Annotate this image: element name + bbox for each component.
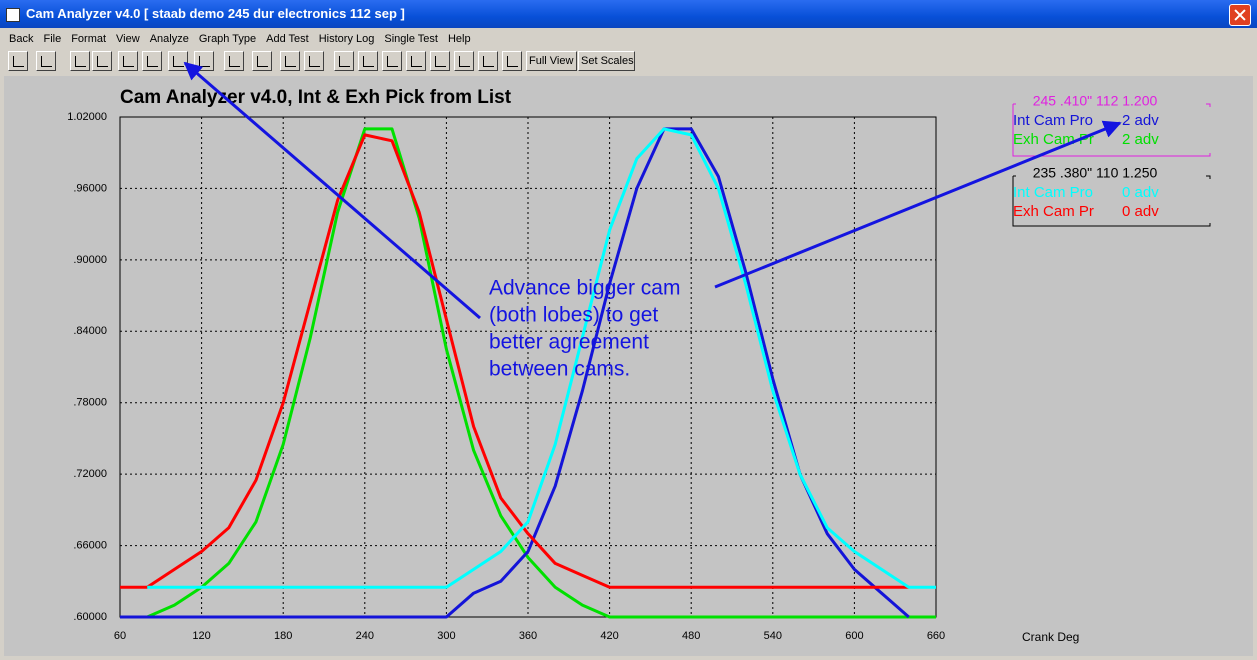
x-tick-label: 660	[927, 630, 945, 642]
legend-group-title: 245 .410" 112 1.200	[1033, 93, 1158, 109]
toolbar-button[interactable]	[252, 51, 272, 71]
menu-item[interactable]: Back	[9, 33, 34, 45]
legend-label: Int Cam Pro	[1013, 112, 1093, 129]
annotation-text: Advance bigger cam	[489, 277, 680, 300]
annotation-arrow	[714, 120, 1122, 289]
toolbar-button[interactable]	[280, 51, 300, 71]
x-tick-label: 600	[845, 630, 863, 642]
annotation-arrow	[183, 61, 481, 320]
y-tick-label: .90000	[73, 254, 107, 266]
y-tick-label: .96000	[73, 182, 107, 194]
x-tick-label: 360	[519, 630, 537, 642]
legend-adv: 0 adv	[1122, 203, 1159, 220]
x-tick-label: 240	[356, 630, 374, 642]
legend-adv: 0 adv	[1122, 184, 1159, 201]
y-tick-label: .60000	[73, 611, 107, 623]
series-line	[147, 127, 936, 589]
y-tick-label: .66000	[73, 539, 107, 551]
menu-item[interactable]: View	[116, 33, 140, 45]
toolbar-button[interactable]	[304, 51, 324, 71]
series-line	[120, 133, 909, 589]
legend-label: Exh Cam Pr	[1013, 131, 1094, 148]
menu-item[interactable]: Analyze	[149, 33, 189, 45]
toolbar-button[interactable]	[224, 51, 244, 71]
toolbar-button[interactable]	[430, 51, 450, 71]
legend-adv: 2 adv	[1122, 131, 1159, 148]
x-tick-label: 300	[437, 630, 455, 642]
x-tick-label: 540	[764, 630, 782, 642]
y-tick-label: .72000	[73, 468, 107, 480]
chart-title: Cam Analyzer v4.0, Int & Exh Pick from L…	[120, 87, 512, 108]
menu-bar: Back File Format View Analyze Graph Type Add T…	[4, 30, 476, 48]
toolbar-button[interactable]	[92, 51, 112, 71]
toolbar-button[interactable]	[142, 51, 162, 71]
toolbar-button[interactable]	[382, 51, 402, 71]
menu-item[interactable]: History Log	[318, 33, 375, 45]
toolbar-text-button[interactable]: Set Scales	[578, 51, 635, 71]
toolbar-button[interactable]	[406, 51, 426, 71]
legend-label: Int Cam Pro	[1013, 184, 1093, 201]
toolbar-button[interactable]	[334, 51, 354, 71]
toolbar-text-button[interactable]: Full View	[526, 51, 577, 71]
menu-item[interactable]: Add Test	[266, 33, 309, 45]
chart-panel	[4, 76, 1253, 656]
toolbar: Full View Set Scales	[0, 50, 1257, 74]
toolbar-button[interactable]	[168, 51, 188, 71]
toolbar-button[interactable]	[70, 51, 90, 71]
app-icon	[6, 8, 20, 22]
toolbar-button[interactable]	[36, 51, 56, 71]
legend-group-title: 235 .380" 110 1.250	[1033, 165, 1158, 181]
x-axis-label: Crank Deg	[1022, 630, 1079, 644]
menu-item[interactable]: File	[43, 33, 62, 45]
legend-adv: 2 adv	[1122, 112, 1159, 129]
toolbar-button[interactable]	[8, 51, 28, 71]
window-title: Cam Analyzer v4.0 [ staab demo 245 dur e…	[26, 6, 405, 21]
close-button[interactable]	[1229, 4, 1251, 26]
annotation-text: better agreement	[489, 331, 649, 354]
menu-item[interactable]: Format	[71, 33, 107, 45]
x-tick-label: 420	[600, 630, 618, 642]
legend-bracket	[1012, 175, 1211, 227]
menu-item[interactable]: Graph Type	[198, 33, 257, 45]
annotation-text: (both lobes) to get	[489, 304, 658, 327]
toolbar-button[interactable]	[194, 51, 214, 71]
toolbar-button[interactable]	[478, 51, 498, 71]
series-line	[120, 127, 910, 619]
toolbar-button[interactable]	[118, 51, 138, 71]
y-tick-label: .78000	[73, 397, 107, 409]
legend-label: Exh Cam Pr	[1013, 203, 1094, 220]
x-tick-label: 120	[192, 630, 210, 642]
toolbar-button[interactable]	[358, 51, 378, 71]
y-tick-label: .84000	[73, 325, 107, 337]
y-tick-label: 1.02000	[67, 111, 107, 123]
series-line	[120, 127, 936, 619]
toolbar-button[interactable]	[454, 51, 474, 71]
menu-item[interactable]: Help	[447, 33, 471, 45]
toolbar-button[interactable]	[502, 51, 522, 71]
plot-border	[119, 116, 937, 618]
x-tick-label: 180	[274, 630, 292, 642]
menu-item[interactable]: Single Test	[384, 33, 438, 45]
legend-bracket	[1012, 103, 1211, 157]
x-tick-label: 480	[682, 630, 700, 642]
x-tick-label: 60	[114, 630, 126, 642]
title-bar: Cam Analyzer v4.0 [ staab demo 245 dur e…	[0, 0, 1257, 28]
annotation-text: between cams.	[489, 358, 630, 381]
